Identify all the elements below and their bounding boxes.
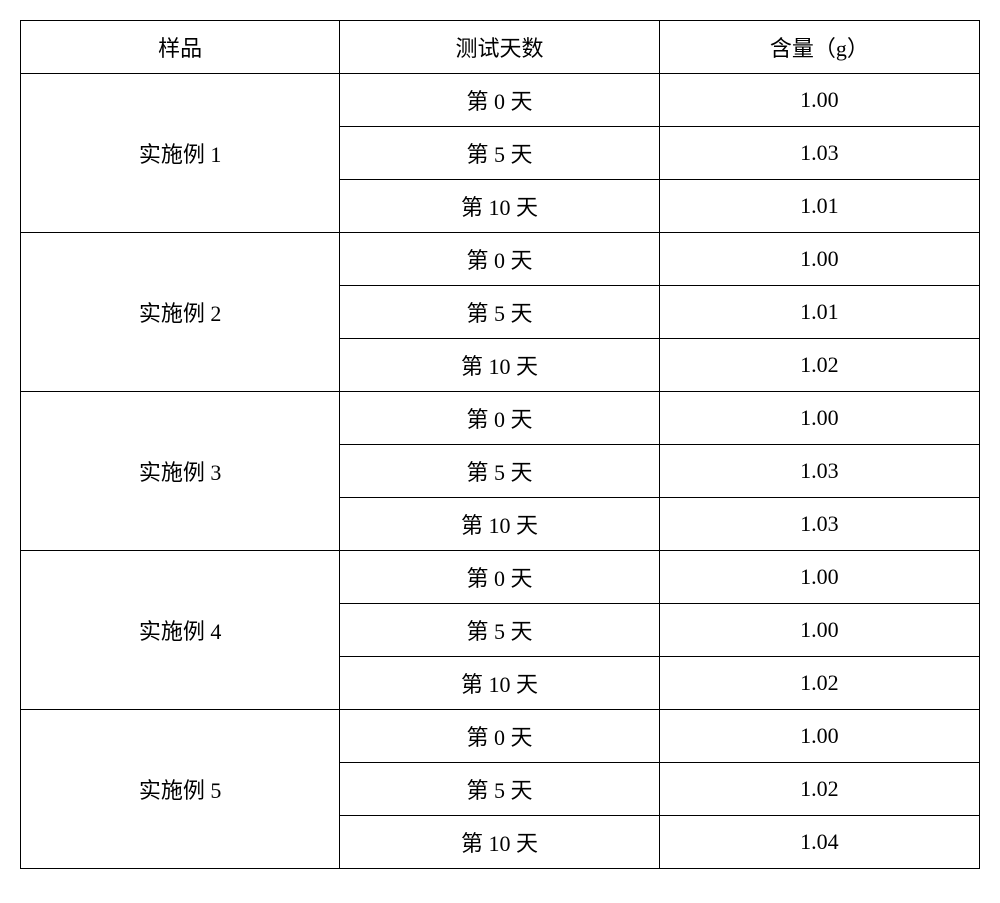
value-cell: 1.02: [659, 763, 979, 816]
days-cell: 第 5 天: [340, 445, 659, 498]
days-cell: 第 0 天: [340, 74, 659, 127]
sample-cell: 实施例 4: [21, 551, 340, 710]
sample-cell: 实施例 3: [21, 392, 340, 551]
table-row: 实施例 2 第 0 天 1.00: [21, 233, 980, 286]
value-cell: 1.03: [659, 127, 979, 180]
table-row: 实施例 5 第 0 天 1.00: [21, 710, 980, 763]
days-cell: 第 10 天: [340, 180, 659, 233]
days-cell: 第 10 天: [340, 657, 659, 710]
value-cell: 1.00: [659, 710, 979, 763]
value-cell: 1.01: [659, 180, 979, 233]
value-cell: 1.00: [659, 604, 979, 657]
days-cell: 第 5 天: [340, 127, 659, 180]
days-cell: 第 5 天: [340, 763, 659, 816]
sample-cell: 实施例 2: [21, 233, 340, 392]
value-cell: 1.00: [659, 551, 979, 604]
days-cell: 第 10 天: [340, 339, 659, 392]
table-row: 实施例 3 第 0 天 1.00: [21, 392, 980, 445]
days-cell: 第 5 天: [340, 286, 659, 339]
value-cell: 1.00: [659, 233, 979, 286]
days-cell: 第 0 天: [340, 233, 659, 286]
value-cell: 1.03: [659, 498, 979, 551]
sample-cell: 实施例 1: [21, 74, 340, 233]
table-row: 实施例 4 第 0 天 1.00: [21, 551, 980, 604]
value-cell: 1.04: [659, 816, 979, 869]
value-cell: 1.00: [659, 74, 979, 127]
days-cell: 第 0 天: [340, 710, 659, 763]
days-cell: 第 10 天: [340, 816, 659, 869]
value-cell: 1.03: [659, 445, 979, 498]
data-table: 样品 测试天数 含量（g） 实施例 1 第 0 天 1.00 第 5 天 1.0…: [20, 20, 980, 869]
value-cell: 1.00: [659, 392, 979, 445]
days-cell: 第 5 天: [340, 604, 659, 657]
days-cell: 第 0 天: [340, 551, 659, 604]
days-cell: 第 0 天: [340, 392, 659, 445]
table-header-row: 样品 测试天数 含量（g）: [21, 21, 980, 74]
value-cell: 1.02: [659, 657, 979, 710]
value-cell: 1.01: [659, 286, 979, 339]
col-header-sample: 样品: [21, 21, 340, 74]
value-cell: 1.02: [659, 339, 979, 392]
col-header-value: 含量（g）: [659, 21, 979, 74]
sample-cell: 实施例 5: [21, 710, 340, 869]
days-cell: 第 10 天: [340, 498, 659, 551]
table-row: 实施例 1 第 0 天 1.00: [21, 74, 980, 127]
col-header-days: 测试天数: [340, 21, 659, 74]
